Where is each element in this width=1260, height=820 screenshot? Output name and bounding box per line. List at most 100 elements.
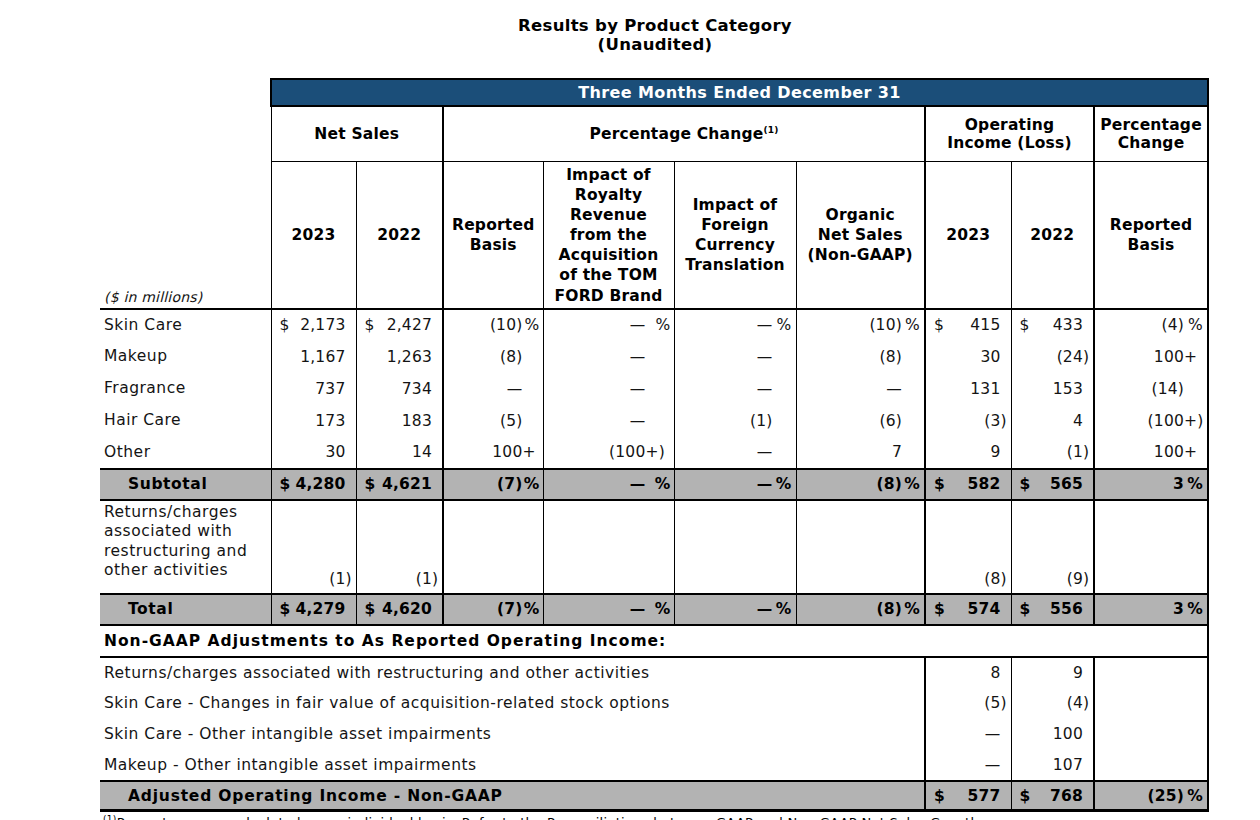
col-header-royalty-impact: Impact of Royalty Revenue from the Acqui… — [543, 162, 674, 309]
value-cell-3-7: 4 — [1011, 405, 1094, 437]
value-cell-2-3: — — [543, 373, 674, 405]
cell-value: — — [757, 380, 773, 398]
value-cell-3-5: (6) — [796, 405, 925, 437]
cell-value: (1) — [750, 412, 773, 430]
value-cell-0-6: $415 — [925, 309, 1011, 341]
page-title-line2: (Unaudited) — [100, 35, 1210, 54]
cell-value: 131 — [970, 380, 1000, 398]
table-row-subtotal: Subtotal$4,280$4,621(7)%—%—%(8)%$582$565… — [100, 469, 1208, 500]
cell-value: — — [630, 412, 646, 430]
col-header-ns-2022: 2022 — [356, 162, 443, 309]
value-cell-4-7: (1) — [1011, 437, 1094, 469]
value-cell-6-0: (1) — [271, 500, 356, 594]
percent-sign: % — [523, 475, 540, 493]
value-cell-0-0: $2,173 — [271, 309, 356, 341]
value-cell-2-1: 734 — [356, 373, 443, 405]
percent-sign: % — [902, 600, 920, 618]
percent-sign: % — [646, 600, 671, 618]
currency-symbol: $ — [1020, 787, 1031, 805]
cell-value: 415 — [970, 316, 1000, 334]
value-cell-adj-3-pc — [1094, 750, 1208, 781]
cell-value: (100 — [609, 443, 645, 461]
col-header-oi-2022: 2022 — [1011, 162, 1094, 309]
cell-value: (10) — [490, 316, 523, 334]
value-cell-adj-0-pc — [1094, 657, 1208, 688]
value-cell-4-3: (100+) — [543, 437, 674, 469]
value-cell-3-4: (1) — [674, 405, 796, 437]
table-row-total: Total$4,279$4,620(7)%—%—%(8)%$574$5563% — [100, 594, 1208, 625]
row-label: Skin Care — [100, 309, 271, 341]
value-cell-1-6: 30 — [925, 341, 1011, 373]
row-label: Makeup — [100, 341, 271, 373]
row-label: Total — [100, 594, 271, 625]
row-label: Other — [100, 437, 271, 469]
adjusted-total-row: Adjusted Operating Income - Non-GAAP$577… — [100, 781, 1208, 811]
currency-symbol: $ — [280, 475, 291, 493]
report-container: Results by Product Category (Unaudited) … — [100, 0, 1210, 820]
percent-sign: % — [902, 475, 920, 493]
column-header-row: ($ in millions) 2023 2022 Reported Basis… — [100, 162, 1208, 309]
cell-value: 8 — [990, 664, 1000, 682]
value-cell-5-6: $582 — [925, 469, 1011, 500]
value-cell-1-1: 1,263 — [356, 341, 443, 373]
cell-value: 30 — [980, 348, 1000, 366]
group-row-spacer — [100, 106, 271, 162]
cell-value: — — [757, 316, 773, 334]
cell-value: (6) — [879, 412, 902, 430]
cell-value: — — [757, 475, 773, 493]
cell-value: 7 — [892, 443, 902, 461]
table-row-fragrance: Fragrance737734————131153(14) — [100, 373, 1208, 405]
value-cell-0-2: (10)% — [443, 309, 543, 341]
adjustment-label: Skin Care - Other intangible asset impai… — [100, 719, 925, 750]
cell-value: 3 — [1173, 475, 1184, 493]
cell-value: — — [630, 600, 646, 618]
value-cell-adj-1-2022: (4) — [1011, 688, 1094, 719]
value-cell-3-8: (100+) — [1094, 405, 1208, 437]
value-cell-3-2: (5) — [443, 405, 543, 437]
value-cell-1-7: (24) — [1011, 341, 1094, 373]
value-cell-5-4: —% — [674, 469, 796, 500]
cell-value: 577 — [968, 787, 1001, 805]
col-header-reported-basis: Reported Basis — [443, 162, 543, 309]
cell-value: 14 — [412, 443, 432, 461]
percent-sign: % — [773, 600, 792, 618]
value-cell-1-0: 1,167 — [271, 341, 356, 373]
cell-value: (4) — [1161, 316, 1184, 334]
value-cell-1-5: (8) — [796, 341, 925, 373]
value-cell-7-0: $4,279 — [271, 594, 356, 625]
cell-value: 100 — [1053, 725, 1083, 743]
table-row-hair-care: Hair Care173183(5)—(1)(6)(3)4(100+) — [100, 405, 1208, 437]
value-cell-4-1: 14 — [356, 437, 443, 469]
value-cell-6-8 — [1094, 500, 1208, 594]
value-cell-6-7: (9) — [1011, 500, 1094, 594]
adjustment-label: Makeup - Other intangible asset impairme… — [100, 750, 925, 781]
value-cell-7-6: $574 — [925, 594, 1011, 625]
adjustment-row: Skin Care - Other intangible asset impai… — [100, 719, 1208, 750]
currency-symbol: $ — [934, 316, 944, 334]
cell-value: — — [757, 348, 773, 366]
group-header-operating-income: Operating Income (Loss) — [925, 106, 1094, 162]
cell-value: 4,621 — [382, 475, 432, 493]
value-cell-2-5: — — [796, 373, 925, 405]
units-note: ($ in millions) — [100, 162, 271, 309]
cell-value: 183 — [402, 412, 432, 430]
cell-value: — — [507, 380, 523, 398]
cell-value: — — [757, 600, 773, 618]
percent-sign: % — [523, 316, 540, 334]
currency-symbol: $ — [365, 475, 376, 493]
value-cell-4-8: 100+ — [1094, 437, 1208, 469]
band-row-spacer — [100, 79, 271, 106]
cell-value: 574 — [968, 600, 1001, 618]
value-cell-2-0: 737 — [271, 373, 356, 405]
cell-value: 153 — [1053, 380, 1083, 398]
cell-value: 2,173 — [300, 316, 345, 334]
value-cell-2-4: — — [674, 373, 796, 405]
value-cell-3-1: 183 — [356, 405, 443, 437]
percent-sign: % — [1184, 316, 1203, 334]
value-cell-adj-1-2023: (5) — [925, 688, 1011, 719]
results-table: Three Months Ended December 31 Net Sales… — [100, 78, 1209, 813]
value-cell-3-0: 173 — [271, 405, 356, 437]
value-cell-3-3: — — [543, 405, 674, 437]
page-title: Results by Product Category (Unaudited) — [100, 0, 1210, 55]
cell-value: 737 — [315, 380, 345, 398]
